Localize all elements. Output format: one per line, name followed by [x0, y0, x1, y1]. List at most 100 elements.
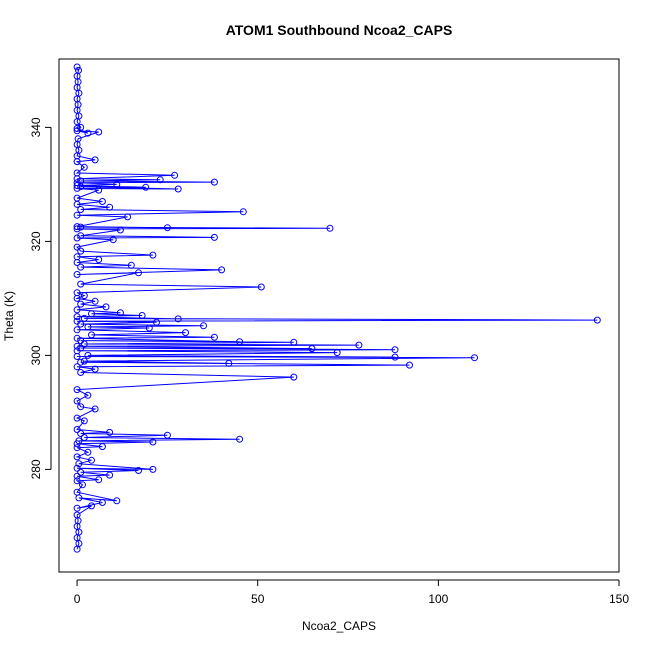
data-point: [73, 271, 81, 278]
data-point: [77, 123, 85, 131]
data-point: [88, 502, 95, 510]
data-point: [80, 163, 88, 171]
x-tick-label: 100: [428, 592, 448, 606]
data-point: [290, 373, 298, 381]
data-point: [73, 342, 81, 350]
data-point: [308, 345, 316, 353]
data-point: [74, 135, 82, 143]
data-point: [91, 156, 99, 164]
data-point: [73, 194, 81, 202]
data-point: [73, 125, 81, 132]
data-point: [236, 435, 244, 443]
data-point: [171, 171, 179, 179]
data-point: [80, 417, 88, 425]
data-point: [163, 431, 171, 439]
data-point: [95, 476, 103, 484]
data-point: [406, 361, 413, 369]
data-point: [95, 186, 103, 194]
data-point: [80, 434, 88, 441]
data-point: [77, 344, 85, 352]
x-tick-label: 50: [251, 592, 265, 606]
data-point: [391, 353, 399, 361]
data-point: [236, 338, 244, 346]
data-point: [77, 247, 85, 255]
y-tick-label: 280: [29, 459, 43, 479]
data-point: [145, 324, 153, 332]
data-point: [102, 303, 110, 311]
data-point: [73, 243, 81, 251]
data-point: [77, 358, 85, 366]
data-point: [73, 223, 81, 231]
data-point: [95, 128, 103, 136]
data-point: [88, 331, 95, 339]
data-point: [77, 430, 85, 437]
data-point: [73, 426, 81, 433]
data-point: [200, 322, 207, 330]
chart-title: ATOM1 Southbound Ncoa2_CAPS: [226, 22, 453, 38]
data-point: [149, 465, 157, 473]
data-point: [98, 443, 106, 451]
data-point: [73, 169, 81, 177]
data-point: [84, 391, 92, 399]
data-point: [174, 315, 182, 323]
x-axis-label: Ncoa2_CAPS: [302, 619, 376, 633]
data-point: [73, 234, 81, 242]
data-point: [73, 179, 81, 187]
data-point: [73, 414, 81, 422]
data-point: [163, 224, 171, 232]
data-point: [225, 359, 233, 367]
data-point: [73, 504, 81, 512]
data-point: [127, 261, 135, 269]
data-point: [91, 405, 99, 413]
y-axis-label: Theta (K): [2, 291, 16, 341]
data-point: [138, 312, 146, 319]
data-point: [73, 472, 81, 480]
data-point: [109, 236, 117, 244]
data-point: [135, 467, 142, 474]
data-point: [73, 363, 81, 371]
data-point: [77, 300, 85, 308]
data-point: [210, 233, 218, 241]
data-point: [210, 178, 218, 186]
data-point: [88, 456, 95, 464]
data-point: [149, 251, 157, 259]
data-point: [77, 369, 85, 376]
data-point: [84, 129, 92, 137]
plot-frame: [58, 58, 620, 573]
data-point: [73, 253, 81, 261]
data-point: [88, 310, 95, 318]
data-point: [84, 448, 92, 456]
data-point: [153, 318, 160, 326]
data-point: [98, 499, 106, 506]
data-point: [75, 437, 83, 445]
data-point: [98, 198, 106, 205]
data-point: [73, 225, 81, 233]
data-point: [290, 338, 298, 346]
data-point: [77, 263, 85, 271]
data-point: [124, 213, 132, 221]
data-point: [73, 289, 81, 297]
data-point: [77, 232, 85, 240]
data-point: [218, 266, 226, 274]
data-point: [106, 428, 114, 436]
data-point: [73, 511, 81, 519]
data-point: [257, 283, 265, 291]
data-point: [135, 269, 142, 277]
data-point: [106, 471, 114, 479]
data-point: [142, 183, 150, 191]
data-point: [84, 351, 92, 359]
data-point: [73, 488, 81, 496]
data-point: [239, 208, 247, 216]
series-line: [75, 66, 598, 550]
data-point: [73, 306, 81, 314]
data-point: [73, 397, 81, 405]
data-point: [73, 464, 81, 472]
data-point: [75, 66, 82, 74]
x-tick-label: 0: [74, 592, 81, 606]
data-point: [73, 182, 81, 189]
y-tick-label: 300: [29, 345, 43, 365]
series-points: [73, 63, 601, 553]
data-point: [73, 326, 81, 334]
data-point: [77, 468, 85, 476]
data-point: [73, 63, 81, 71]
